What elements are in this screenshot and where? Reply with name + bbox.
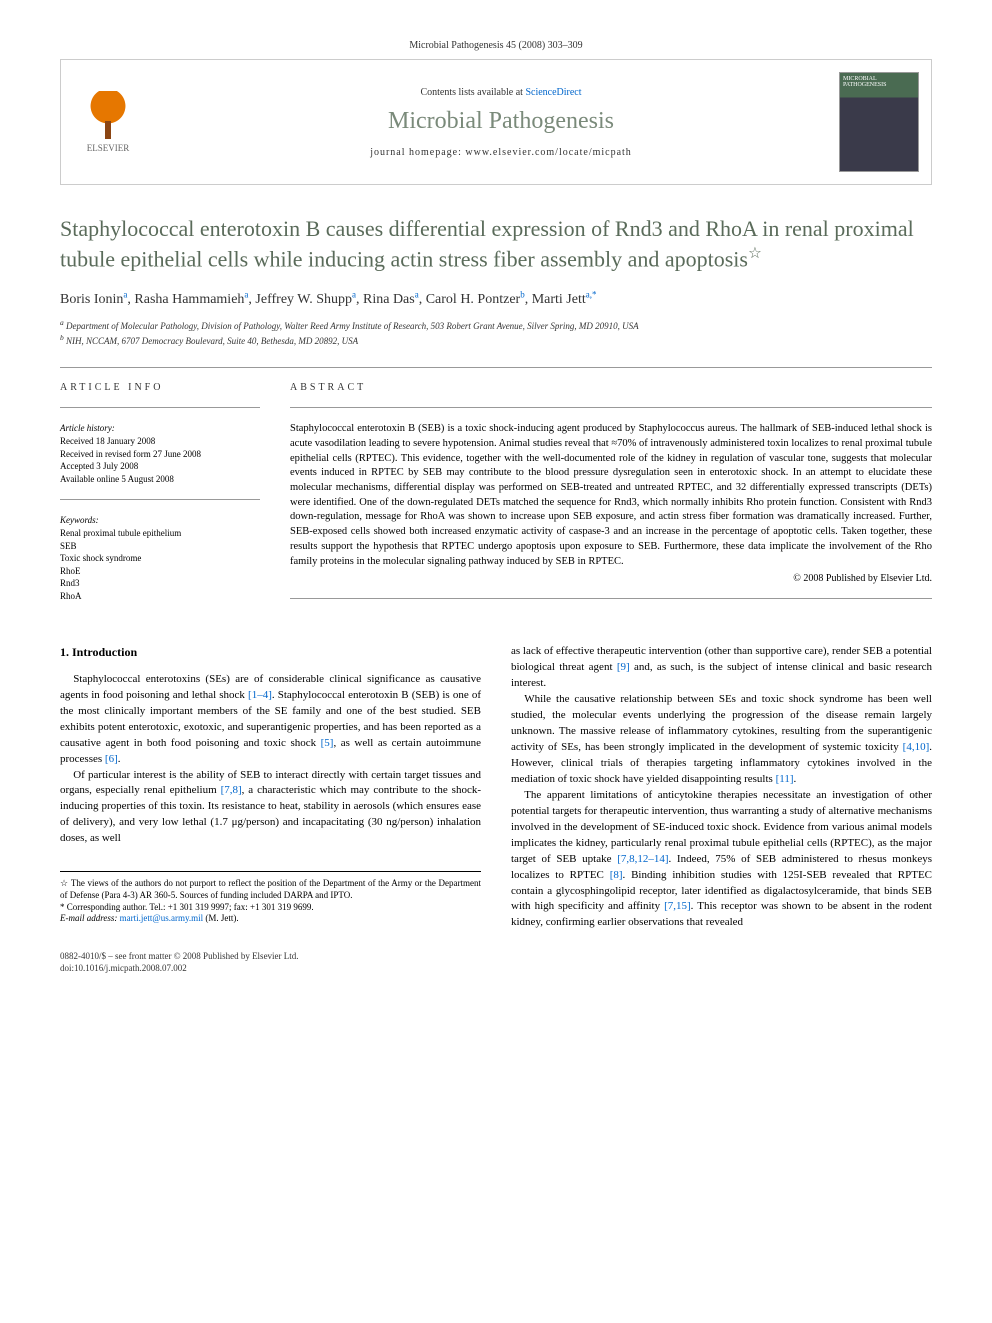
contents-prefix: Contents lists available at — [420, 87, 525, 98]
intro-heading: 1. Introduction — [60, 644, 481, 661]
author-name: Rina Das — [363, 292, 415, 307]
keywords-head: Keywords: — [60, 514, 260, 527]
info-abstract-row: ARTICLE INFO Article history: Received 1… — [60, 382, 932, 614]
author: Rasha Hammamieha — [134, 292, 248, 307]
history-item: Received in revised form 27 June 2008 — [60, 448, 260, 461]
abstract-text: Staphylococcal enterotoxin B (SEB) is a … — [290, 422, 932, 569]
footnote-email: E-mail address: marti.jett@us.army.mil (… — [60, 913, 481, 925]
aff-text: Department of Molecular Pathology, Divis… — [66, 321, 639, 331]
affiliation: b NIH, NCCAM, 6707 Democracy Boulevard, … — [60, 333, 932, 348]
footnotes: ☆ The views of the authors do not purpor… — [60, 871, 481, 925]
author: Marti Jetta,* — [532, 292, 597, 307]
publisher-logo-label: ELSEVIER — [87, 143, 130, 153]
footnote-corresponding: * Corresponding author. Tel.: +1 301 319… — [60, 902, 481, 914]
keywords-block: Keywords: Renal proximal tubule epitheli… — [60, 514, 260, 602]
aff-marker: a — [60, 318, 64, 327]
page-footer: 0882-4010/$ – see front matter © 2008 Pu… — [60, 951, 932, 974]
publisher-logo: ELSEVIER — [73, 87, 143, 157]
elsevier-tree-icon — [83, 91, 133, 141]
author: Rina Dasa — [363, 292, 419, 307]
header-citation: Microbial Pathogenesis 45 (2008) 303–309 — [60, 40, 932, 51]
article-info-column: ARTICLE INFO Article history: Received 1… — [60, 382, 260, 614]
author-name: Jeffrey W. Shupp — [255, 292, 352, 307]
article-title: Staphylococcal enterotoxin B causes diff… — [60, 215, 932, 274]
body-paragraph: While the causative relationship between… — [511, 692, 932, 788]
divider — [290, 407, 932, 408]
aff-text: NIH, NCCAM, 6707 Democracy Boulevard, Su… — [66, 336, 358, 346]
body-paragraph: The apparent limitations of anticytokine… — [511, 788, 932, 931]
journal-header-box: ELSEVIER Contents lists available at Sci… — [60, 59, 932, 185]
body-paragraph: Staphylococcal enterotoxins (SEs) are of… — [60, 672, 481, 768]
abstract-copyright: © 2008 Published by Elsevier Ltd. — [290, 573, 932, 584]
affiliation: a Department of Molecular Pathology, Div… — [60, 318, 932, 333]
author-name: Boris Ionin — [60, 292, 123, 307]
journal-name: Microbial Pathogenesis — [163, 108, 839, 135]
title-note-marker: ☆ — [748, 245, 762, 262]
author: Jeffrey W. Shuppa — [255, 292, 356, 307]
divider — [290, 598, 932, 599]
keyword: RhoE — [60, 565, 260, 578]
footer-doi: doi:10.1016/j.micpath.2008.07.002 — [60, 963, 932, 975]
divider — [60, 407, 260, 408]
journal-cover-thumbnail — [839, 72, 919, 172]
history-item: Available online 5 August 2008 — [60, 473, 260, 486]
author: Carol H. Pontzerb — [426, 292, 525, 307]
aff-marker: b — [60, 333, 64, 342]
author-name: Rasha Hammamieh — [134, 292, 244, 307]
abstract-column: ABSTRACT Staphylococcal enterotoxin B (S… — [290, 382, 932, 614]
page-container: Microbial Pathogenesis 45 (2008) 303–309… — [0, 0, 992, 1015]
affiliations: a Department of Molecular Pathology, Div… — [60, 318, 932, 347]
email-label: E-mail address: — [60, 913, 117, 923]
body-paragraph: Of particular interest is the ability of… — [60, 768, 481, 848]
footer-copyright: 0882-4010/$ – see front matter © 2008 Pu… — [60, 951, 932, 963]
body-paragraph: as lack of effective therapeutic interve… — [511, 644, 932, 692]
history-item: Received 18 January 2008 — [60, 435, 260, 448]
homepage-prefix: journal homepage: — [370, 147, 465, 158]
divider — [60, 499, 260, 500]
email-address[interactable]: marti.jett@us.army.mil — [120, 913, 203, 923]
journal-center: Contents lists available at ScienceDirec… — [163, 87, 839, 158]
article-title-text: Staphylococcal enterotoxin B causes diff… — [60, 216, 914, 271]
keyword: RhoA — [60, 590, 260, 603]
author-name: Marti Jett — [532, 292, 586, 307]
sciencedirect-link[interactable]: ScienceDirect — [525, 87, 581, 98]
keyword: SEB — [60, 540, 260, 553]
divider — [60, 367, 932, 368]
article-history: Article history: Received 18 January 200… — [60, 422, 260, 485]
history-head: Article history: — [60, 422, 260, 435]
history-item: Accepted 3 July 2008 — [60, 460, 260, 473]
footnote-star: ☆ The views of the authors do not purpor… — [60, 878, 481, 901]
keyword: Toxic shock syndrome — [60, 552, 260, 565]
abstract-label: ABSTRACT — [290, 382, 932, 393]
journal-homepage: journal homepage: www.elsevier.com/locat… — [163, 147, 839, 158]
email-name: (M. Jett). — [205, 913, 238, 923]
author-aff: a,* — [586, 290, 597, 300]
keyword: Rnd3 — [60, 577, 260, 590]
homepage-url: www.elsevier.com/locate/micpath — [465, 147, 631, 158]
article-info-label: ARTICLE INFO — [60, 382, 260, 393]
author: Boris Ionina — [60, 292, 127, 307]
author-list: Boris Ionina Rasha Hammamieha Jeffrey W.… — [60, 290, 932, 309]
contents-line: Contents lists available at ScienceDirec… — [163, 87, 839, 98]
keyword: Renal proximal tubule epithelium — [60, 527, 260, 540]
author-name: Carol H. Pontzer — [426, 292, 520, 307]
body-text: 1. Introduction Staphylococcal enterotox… — [60, 644, 932, 931]
